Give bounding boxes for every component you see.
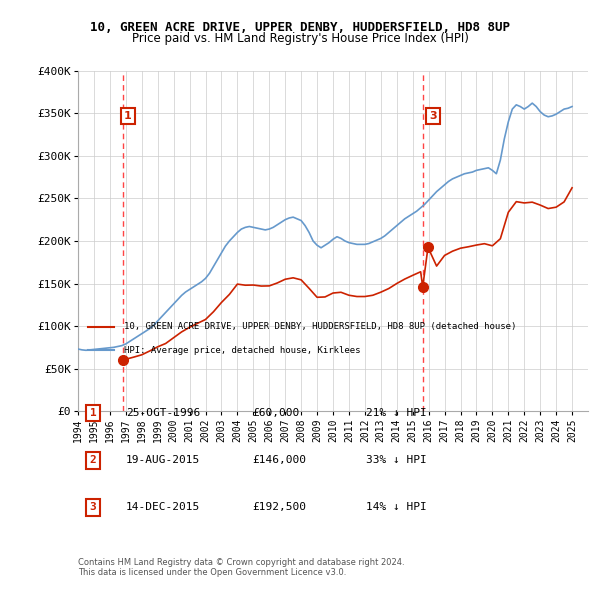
- Text: 21% ↓ HPI: 21% ↓ HPI: [366, 408, 427, 418]
- Text: 25-OCT-1996: 25-OCT-1996: [126, 408, 200, 418]
- Text: 14-DEC-2015: 14-DEC-2015: [126, 503, 200, 512]
- Text: HPI: Average price, detached house, Kirklees: HPI: Average price, detached house, Kirk…: [124, 346, 361, 355]
- Text: Price paid vs. HM Land Registry's House Price Index (HPI): Price paid vs. HM Land Registry's House …: [131, 32, 469, 45]
- Text: 3: 3: [89, 503, 97, 512]
- Text: Contains HM Land Registry data © Crown copyright and database right 2024.
This d: Contains HM Land Registry data © Crown c…: [78, 558, 404, 577]
- Text: 3: 3: [429, 111, 437, 121]
- Text: 33% ↓ HPI: 33% ↓ HPI: [366, 455, 427, 465]
- Text: £146,000: £146,000: [252, 455, 306, 465]
- Text: £192,500: £192,500: [252, 503, 306, 512]
- Text: 10, GREEN ACRE DRIVE, UPPER DENBY, HUDDERSFIELD, HD8 8UP (detached house): 10, GREEN ACRE DRIVE, UPPER DENBY, HUDDE…: [124, 322, 517, 331]
- Text: 19-AUG-2015: 19-AUG-2015: [126, 455, 200, 465]
- Text: 2: 2: [89, 455, 97, 465]
- Text: 10, GREEN ACRE DRIVE, UPPER DENBY, HUDDERSFIELD, HD8 8UP: 10, GREEN ACRE DRIVE, UPPER DENBY, HUDDE…: [90, 21, 510, 34]
- Text: 1: 1: [89, 408, 97, 418]
- Text: 14% ↓ HPI: 14% ↓ HPI: [366, 503, 427, 512]
- Text: 1: 1: [124, 111, 131, 121]
- Text: £60,000: £60,000: [252, 408, 299, 418]
